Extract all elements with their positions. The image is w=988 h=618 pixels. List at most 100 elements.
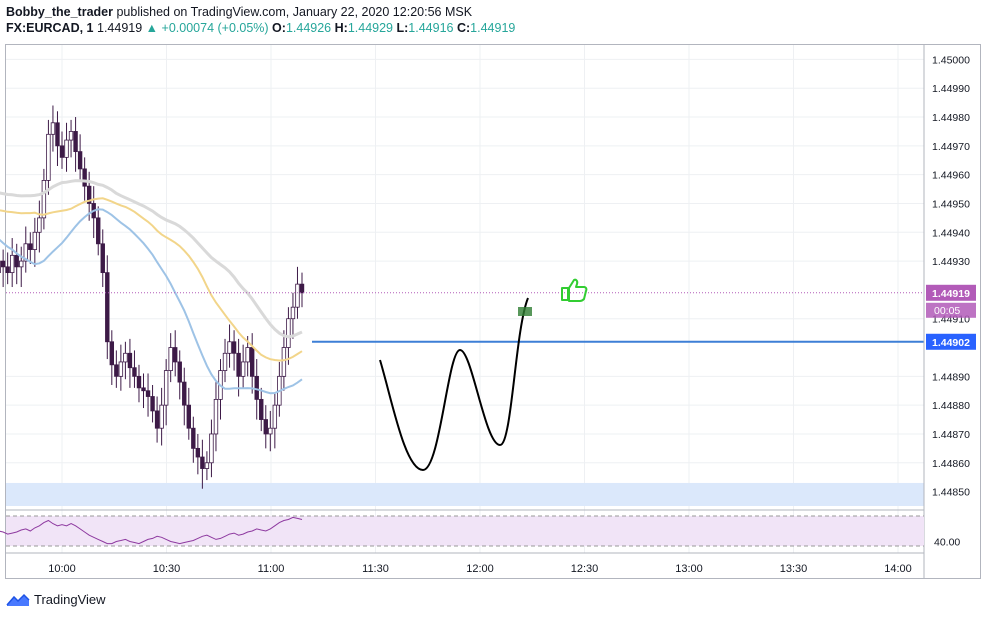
price-change: +0.00074 (+0.05%) <box>161 21 269 35</box>
time-tick-label: 10:30 <box>153 563 181 575</box>
thumbs-up-icon <box>561 278 588 302</box>
last-price-tag <box>926 284 976 301</box>
candle-body <box>177 361 182 383</box>
candle-body <box>132 367 137 377</box>
candle-body <box>286 318 291 348</box>
support-zone <box>6 482 924 506</box>
candle-body <box>259 398 264 420</box>
up-arrow-icon: ▲ <box>145 21 159 35</box>
candle-body <box>182 381 187 406</box>
candle-body <box>227 341 232 354</box>
candle-body <box>82 168 87 187</box>
last-price: 1.44919 <box>97 21 143 35</box>
time-tick-label: 13:00 <box>675 563 703 575</box>
rsi-line <box>0 516 303 545</box>
price-tick-label: 1.44930 <box>932 256 970 268</box>
high-value: 1.44929 <box>347 21 393 35</box>
candle-body <box>86 185 92 204</box>
price-tick-label: 1.44970 <box>932 141 970 153</box>
candle-body <box>222 352 228 371</box>
candle-body <box>159 404 164 429</box>
candle-body <box>77 151 83 170</box>
time-tick-label: 12:00 <box>466 563 494 575</box>
candle-body <box>145 390 151 397</box>
author-name[interactable]: Bobby_the_trader <box>6 5 113 19</box>
candle-body <box>231 341 237 354</box>
low-label: L: <box>396 21 409 35</box>
candle-body <box>127 352 133 369</box>
candle-body <box>41 180 47 219</box>
candle-body <box>114 364 119 377</box>
candle-body <box>37 217 42 233</box>
candle-body <box>109 341 115 366</box>
countdown-tag <box>926 302 976 318</box>
candle-body <box>173 347 178 363</box>
candle-body <box>213 398 219 435</box>
price-tick-label: 1.44990 <box>932 83 970 95</box>
candle-body <box>32 231 38 250</box>
candle-body <box>200 456 205 469</box>
candle-body <box>9 254 15 274</box>
price-tick-label: 1.45000 <box>932 54 970 66</box>
ma-yellow-line <box>0 197 303 362</box>
price-tick-label: 1.44890 <box>932 371 970 383</box>
open-label: O: <box>272 21 286 35</box>
rsi-tick-label: 40.00 <box>934 537 960 549</box>
candle-body <box>64 139 69 158</box>
candle-body <box>295 283 300 308</box>
time-tick-label: 12:30 <box>571 563 599 575</box>
candle-body <box>19 260 24 268</box>
candle-body <box>150 396 155 412</box>
candle-body <box>5 266 10 274</box>
candle-body <box>240 361 246 377</box>
candle-body <box>118 361 124 377</box>
candle-body <box>186 404 191 429</box>
candle-body <box>96 217 101 245</box>
candle-body <box>195 447 201 458</box>
candle-body <box>141 387 146 392</box>
ma-blue-line <box>0 208 303 395</box>
time-tick-label: 14:00 <box>884 563 912 575</box>
candle-body <box>100 243 105 274</box>
price-tick-label: 1.44960 <box>932 170 970 182</box>
tradingview-logo-icon <box>6 593 30 606</box>
candle-body <box>68 131 74 141</box>
price-tick-label: 1.44850 <box>932 487 970 499</box>
candle-body <box>249 347 255 377</box>
time-tick-label: 13:30 <box>780 563 808 575</box>
symbol-label: FX:EURCAD, 1 <box>6 21 94 35</box>
candle-body <box>236 352 241 377</box>
candle-body <box>136 375 142 389</box>
candle-body <box>154 410 160 429</box>
candle-body <box>123 352 128 363</box>
close-label: C: <box>456 21 471 35</box>
candle-body <box>59 145 65 158</box>
candle-body <box>209 433 214 464</box>
chart-frame[interactable] <box>5 44 981 579</box>
candle-body <box>254 375 259 400</box>
candle-body <box>55 122 60 147</box>
rsi-band <box>6 516 924 546</box>
low-value: 1.44916 <box>408 21 454 35</box>
candle-body <box>168 347 173 371</box>
price-tick-label: 1.44980 <box>932 112 970 124</box>
publish-line: Bobby_the_trader published on TradingVie… <box>6 4 515 20</box>
candle-body <box>272 404 278 429</box>
time-tick-label: 10:00 <box>48 563 76 575</box>
candle-body <box>263 419 268 435</box>
ma-grey-line <box>0 179 303 339</box>
ohlc-line: FX:EURCAD, 1 1.44919 ▲ +0.00074 (+0.05%)… <box>6 20 515 36</box>
chart-header: Bobby_the_trader published on TradingVie… <box>6 4 515 36</box>
candle-body <box>299 283 305 294</box>
tradingview-footer[interactable]: TradingView <box>6 592 106 607</box>
high-label: H: <box>334 21 348 35</box>
candle-body <box>204 462 210 469</box>
price-tick-label: 1.44950 <box>932 198 970 210</box>
candle-body <box>105 272 110 343</box>
published-text: published on TradingView.com, January 22… <box>116 5 473 19</box>
price-tick-label: 1.44870 <box>932 429 970 441</box>
candle-body <box>245 347 250 363</box>
price-tick-label: 1.44940 <box>932 227 970 239</box>
candle-body <box>281 347 287 377</box>
